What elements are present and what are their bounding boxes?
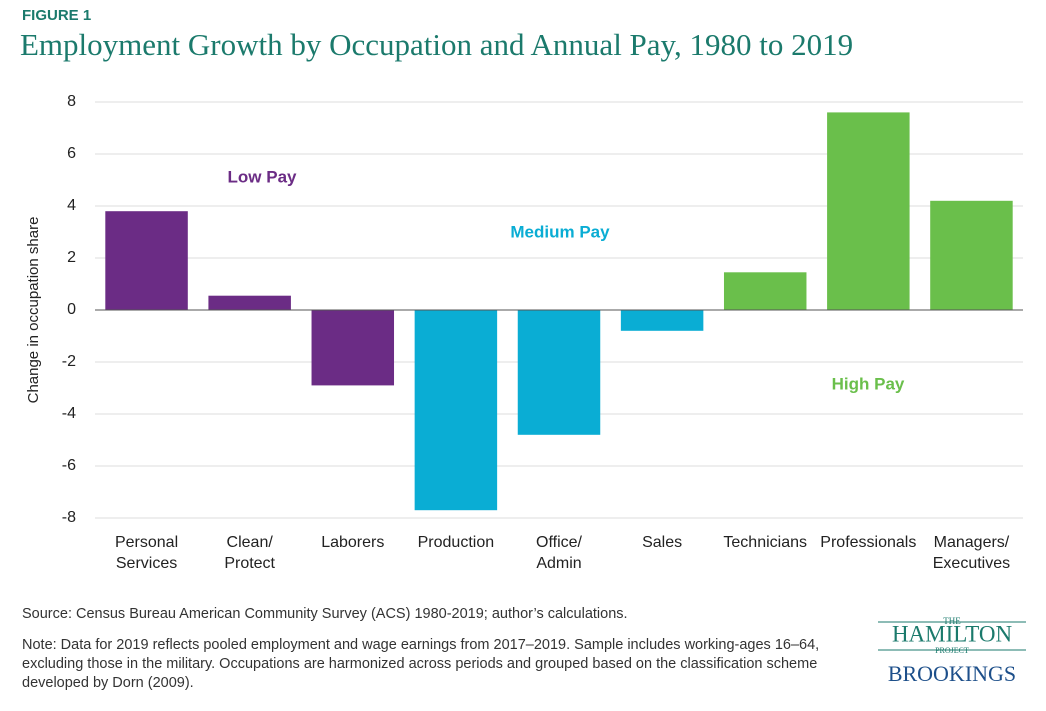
y-tick-label: 6	[67, 145, 76, 162]
bar	[827, 112, 910, 311]
label-line: Office/	[536, 534, 583, 551]
label-line: Executives	[933, 555, 1010, 572]
label-line: Managers/	[934, 534, 1010, 551]
note: Note: Data for 2019 reflects pooled empl…	[22, 637, 820, 691]
bar	[105, 211, 188, 310]
label-line: Services	[116, 555, 177, 572]
logo-the: THE	[943, 616, 961, 626]
series-label: Low Pay	[228, 167, 298, 186]
x-tick-label: Office/Admin	[536, 534, 583, 572]
x-tick-label: Managers/Executives	[933, 534, 1010, 572]
bar	[620, 310, 704, 331]
y-tick-label: -4	[62, 405, 76, 422]
y-tick-label: -8	[62, 509, 76, 526]
chart: -8 -6 -4 -2 0 2 4 6 8 Change in occupation share P…	[25, 93, 1023, 572]
y-tick-label: -2	[62, 353, 76, 370]
y-tick-label: -6	[62, 457, 76, 474]
x-tick-label: Personal Services	[115, 534, 178, 572]
source: Source: Census Bureau American Community…	[22, 606, 628, 622]
figure-label: FIGURE 1	[22, 7, 92, 24]
y-tick-label: 0	[67, 301, 76, 318]
series-label: High Pay	[832, 374, 905, 393]
bar	[311, 310, 395, 386]
bar	[930, 200, 1013, 310]
x-tick-label: Sales	[642, 534, 682, 551]
y-tick-label: 8	[67, 93, 76, 110]
label-line: Personal	[115, 534, 178, 551]
x-tick-label: Technicians	[723, 534, 807, 551]
chart-title: Employment Growth by Occupation and Annu…	[20, 27, 854, 62]
x-tick-label: Clean/Protect	[224, 534, 275, 572]
label-line: Admin	[536, 555, 581, 572]
series-label: Medium Pay	[510, 222, 610, 241]
y-axis-label: Change in occupation share	[25, 217, 42, 404]
bar	[517, 310, 601, 435]
bar	[208, 295, 291, 310]
logo-name: HAMILTON	[892, 621, 1013, 646]
logo-project: PROJECT	[935, 646, 969, 655]
x-tick-label: Professionals	[820, 534, 916, 551]
label-line: Protect	[224, 555, 275, 572]
y-tick-label: 4	[67, 197, 76, 214]
y-tick-label: 2	[67, 249, 76, 266]
label-line: Clean/	[227, 534, 274, 551]
logo-org: BROOKINGS	[888, 661, 1016, 686]
bar	[414, 310, 498, 511]
x-tick-label: Production	[418, 534, 495, 551]
bar	[723, 272, 807, 310]
x-tick-label: Laborers	[321, 534, 384, 551]
